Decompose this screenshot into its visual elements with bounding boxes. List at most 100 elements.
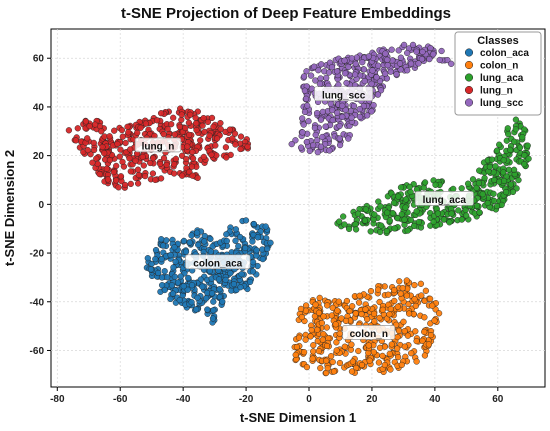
data-point: [479, 191, 486, 198]
data-point: [158, 255, 165, 263]
data-point: [354, 210, 362, 217]
data-point: [341, 57, 348, 64]
data-point: [387, 305, 394, 313]
data-point: [299, 129, 306, 136]
data-point: [171, 273, 179, 280]
data-point: [382, 50, 389, 57]
data-point: [229, 135, 236, 142]
data-point: [246, 278, 254, 286]
data-point: [336, 122, 343, 130]
data-point: [507, 181, 515, 188]
x-tick-label: -60: [113, 394, 128, 405]
data-point: [292, 351, 299, 359]
data-point: [390, 199, 398, 206]
data-point: [397, 184, 405, 191]
data-point: [334, 307, 341, 314]
legend-label-colon-aca: colon_aca: [480, 48, 529, 59]
data-point: [512, 116, 520, 123]
data-point: [370, 349, 377, 356]
data-point: [426, 55, 433, 63]
data-point: [244, 143, 251, 150]
data-point: [90, 139, 97, 147]
data-point: [358, 310, 365, 318]
data-point: [435, 310, 443, 317]
data-point: [317, 116, 325, 123]
data-point: [96, 170, 103, 178]
data-point: [415, 218, 423, 226]
data-point: [203, 295, 210, 302]
data-point: [312, 131, 319, 139]
data-point: [413, 358, 420, 365]
data-point: [404, 332, 412, 339]
data-point: [421, 328, 428, 336]
data-point: [336, 330, 343, 337]
data-point: [304, 102, 311, 109]
data-point: [106, 157, 114, 164]
data-point: [419, 48, 426, 56]
data-point: [400, 41, 408, 49]
data-point: [94, 160, 101, 167]
data-point: [314, 149, 321, 156]
data-point: [310, 348, 317, 355]
data-point: [298, 313, 305, 321]
data-point: [292, 137, 299, 144]
data-point: [264, 245, 271, 252]
data-point: [341, 221, 348, 228]
data-point: [227, 270, 234, 277]
data-point: [188, 232, 195, 239]
data-point: [431, 317, 438, 324]
data-point: [350, 102, 358, 110]
data-point: [189, 148, 196, 156]
data-point: [141, 172, 149, 180]
x-tick-label: -80: [50, 394, 65, 405]
data-point: [412, 328, 419, 335]
data-point: [384, 56, 391, 63]
data-point: [115, 184, 122, 191]
data-point: [336, 141, 344, 149]
data-point: [371, 318, 378, 325]
data-point: [112, 177, 120, 184]
y-tick-label: 0: [38, 200, 44, 211]
data-point: [408, 350, 415, 357]
data-point: [339, 113, 346, 121]
data-point: [223, 154, 230, 161]
data-point: [134, 129, 141, 136]
data-point: [426, 295, 434, 302]
data-point: [206, 132, 213, 139]
data-point: [394, 333, 401, 341]
data-point: [355, 347, 362, 355]
data-point: [333, 347, 340, 354]
data-point: [328, 312, 335, 319]
cluster-label-colon-n: colon_n: [350, 329, 388, 340]
data-point: [310, 141, 317, 149]
data-point: [185, 119, 193, 126]
data-point: [389, 57, 396, 64]
data-point: [365, 53, 373, 60]
data-point: [316, 80, 324, 87]
data-point: [164, 274, 171, 281]
data-point: [163, 237, 170, 244]
data-point: [293, 343, 301, 351]
data-point: [197, 137, 204, 144]
data-point: [201, 128, 208, 136]
x-tick-label: 40: [429, 394, 441, 405]
data-point: [340, 213, 347, 220]
data-point: [134, 166, 142, 173]
data-point: [194, 294, 201, 301]
data-point: [210, 307, 217, 314]
data-point: [419, 337, 426, 344]
data-point: [301, 87, 309, 94]
data-point: [345, 135, 352, 142]
data-point: [434, 210, 442, 217]
data-point: [186, 131, 193, 139]
cluster-label-box: [414, 191, 474, 206]
data-point: [394, 353, 402, 361]
data-point: [320, 330, 327, 338]
series-lung-n: [65, 105, 252, 191]
data-point: [187, 111, 194, 118]
data-point: [309, 355, 316, 362]
data-point: [153, 117, 161, 124]
